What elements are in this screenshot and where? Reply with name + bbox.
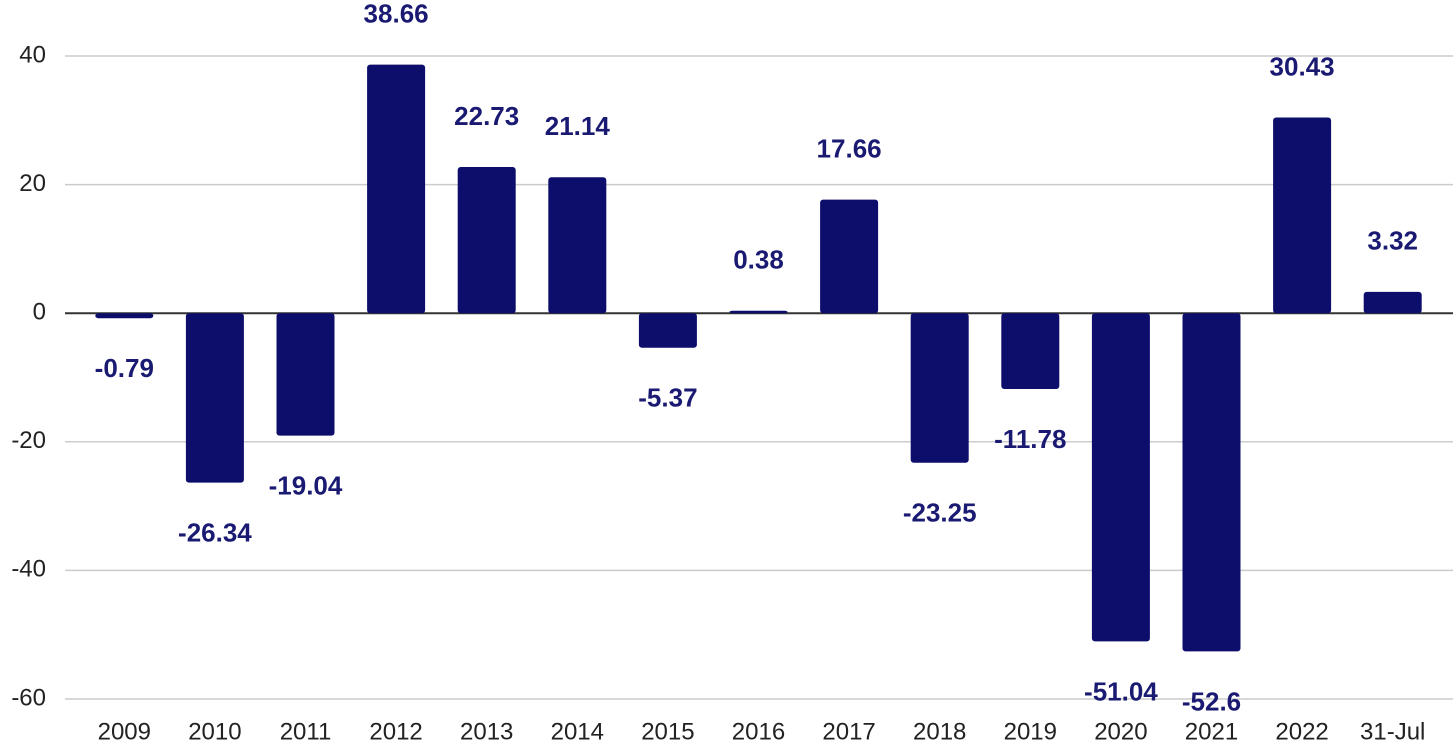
- x-tick-label: 2022: [1275, 718, 1328, 745]
- x-tick-label: 2010: [188, 718, 241, 745]
- bar: [276, 313, 335, 436]
- x-tick-label: 2011: [280, 718, 332, 745]
- x-tick-label: 2013: [460, 718, 513, 745]
- y-tick-label: -20: [11, 427, 46, 454]
- bar: [185, 313, 244, 483]
- value-label: 17.66: [817, 134, 882, 164]
- bar: [1091, 313, 1150, 642]
- value-label: -5.37: [638, 383, 697, 413]
- value-label: -0.79: [95, 353, 154, 383]
- bar: [820, 199, 879, 314]
- bar: [638, 313, 697, 348]
- bar: [95, 313, 154, 319]
- y-tick-label: 40: [19, 41, 46, 68]
- x-tick-label: 2021: [1185, 718, 1238, 745]
- x-tick-label: 2018: [913, 718, 966, 745]
- value-label: -11.78: [994, 424, 1066, 454]
- y-tick-label: 20: [19, 170, 46, 197]
- bar: [1273, 117, 1332, 314]
- value-label: 38.66: [364, 0, 429, 28]
- x-tick-label: 2020: [1094, 718, 1147, 745]
- x-tick-label: 2015: [641, 718, 694, 745]
- x-tick-label: 2014: [551, 718, 604, 745]
- x-tick-label: 2009: [98, 718, 151, 745]
- value-label: 30.43: [1270, 51, 1335, 81]
- value-label: -19.04: [269, 471, 343, 501]
- y-tick-label: 0: [33, 299, 46, 326]
- value-label: 3.32: [1367, 226, 1418, 256]
- value-label: -23.25: [903, 498, 977, 528]
- y-tick-label: -60: [11, 684, 46, 711]
- value-label: -26.34: [178, 517, 252, 547]
- bar: [457, 167, 516, 314]
- value-label: 21.14: [545, 111, 611, 141]
- value-label: 0.38: [733, 245, 784, 275]
- bar: [367, 64, 426, 314]
- value-label: -52.6: [1182, 686, 1241, 716]
- x-tick-label: 31-Jul: [1360, 718, 1425, 745]
- y-tick-label: -40: [11, 556, 46, 583]
- x-tick-label: 2016: [732, 718, 785, 745]
- x-tick-label: 2019: [1004, 718, 1057, 745]
- bar: [548, 177, 607, 314]
- value-label: -51.04: [1084, 676, 1158, 706]
- bar: [1001, 313, 1060, 389]
- bar: [1182, 313, 1241, 652]
- x-tick-label: 2012: [369, 718, 422, 745]
- x-tick-label: 2017: [822, 718, 875, 745]
- bar: [1363, 291, 1422, 314]
- bar: [729, 310, 788, 314]
- bar: [910, 313, 969, 463]
- value-label: 22.73: [454, 101, 519, 131]
